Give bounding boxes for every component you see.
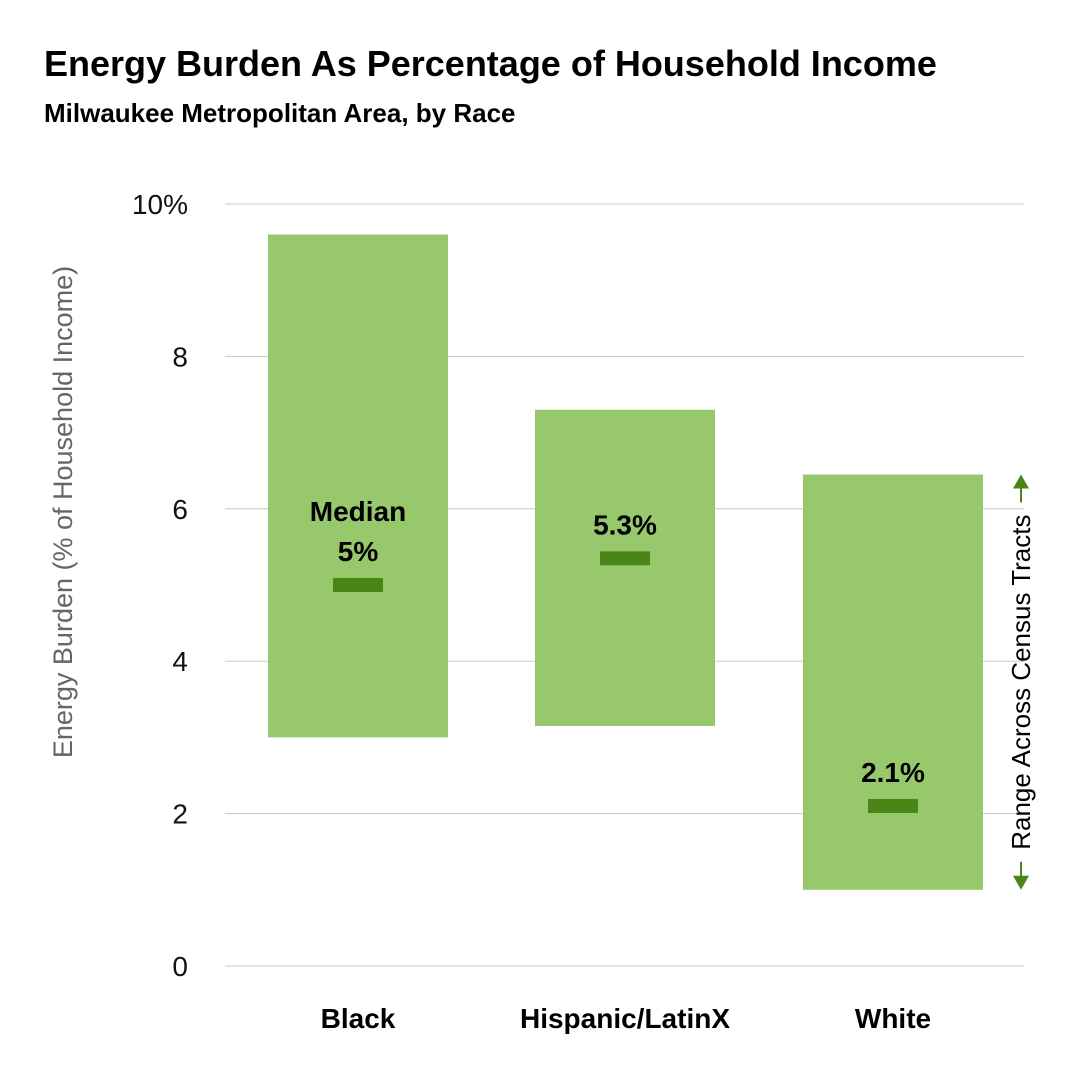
x-category-label: Black [321,1003,396,1034]
median-label: 5.3% [593,509,657,540]
y-tick-label: 0 [172,951,188,982]
median-marker [333,578,383,592]
y-tick-label: 8 [172,341,188,372]
chart-title: Energy Burden As Percentage of Household… [44,43,937,84]
y-tick-label: 2 [172,799,188,830]
y-tick-label: 6 [172,494,188,525]
median-label: 2.1% [861,757,925,788]
x-category-label: Hispanic/LatinX [520,1003,730,1034]
median-label: 5% [338,536,379,567]
range-bar-white [803,474,983,890]
range-bar-hispaniclatinx [535,409,715,726]
median-marker [600,551,650,566]
y-axis-label: Energy Burden (% of Household Income) [48,266,78,758]
arrow-down-icon [1013,875,1029,890]
range-bar-black [268,234,448,738]
range-annotation-label: Range Across Census Tracts [1006,515,1036,850]
median-prefix-label: Median [310,496,406,527]
y-tick-label: 4 [172,646,188,677]
median-marker [868,798,918,813]
chart-subtitle: Milwaukee Metropolitan Area, by Race [44,98,516,128]
y-tick-label: 10% [132,189,188,220]
x-category-label: White [855,1003,931,1034]
arrow-up-icon [1013,474,1029,489]
